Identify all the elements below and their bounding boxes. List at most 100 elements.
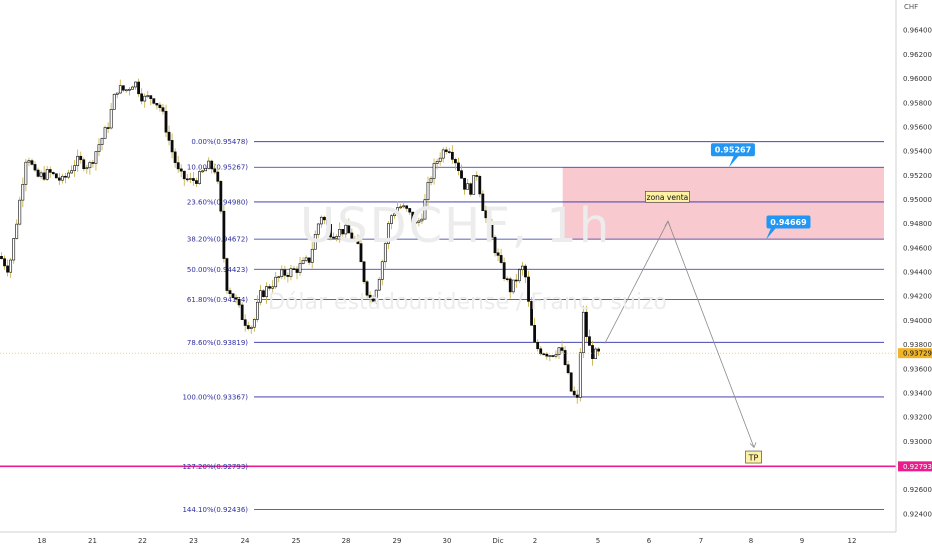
candle-body — [405, 205, 409, 209]
candle-body — [268, 286, 271, 289]
candle-body — [329, 224, 332, 238]
candle-body — [408, 208, 412, 213]
projection-layer[interactable] — [604, 220, 757, 449]
candle-body — [454, 159, 457, 164]
candle-body — [243, 319, 247, 326]
candle-body — [572, 390, 576, 396]
candle-body — [560, 347, 564, 351]
candle-body — [39, 172, 43, 177]
candle-body — [121, 85, 125, 91]
time-axis[interactable]: 18 21 22 23 24 25 28 29 30 Dic 2 5 6 7 8 9 12 — [0, 531, 896, 545]
candle-body — [234, 297, 238, 300]
candle-body — [350, 232, 354, 240]
fibonacci-layer[interactable]: 0.00%(0.95478)10.00%(0.95267)23.60%(0.94… — [0, 138, 896, 514]
candle-body — [158, 104, 162, 108]
price-tick-label: 0.95000 — [903, 196, 932, 204]
candle-body — [566, 364, 570, 374]
candle-body — [581, 311, 585, 354]
arrowhead-down-icon — [749, 442, 757, 449]
candle-body — [484, 210, 488, 219]
candle-body — [490, 223, 494, 238]
candle-body — [252, 319, 256, 328]
candle-body — [118, 85, 122, 94]
candle-body — [319, 216, 323, 225]
candle-body — [131, 86, 134, 90]
fib-level-label: 23.60%(0.94980) — [187, 198, 248, 206]
time-tick-label: 24 — [241, 537, 250, 545]
candle-body — [341, 228, 345, 235]
candle-body — [298, 263, 302, 273]
price-tick-label: 0.95400 — [903, 148, 932, 156]
candle-body — [539, 348, 543, 355]
price-callout-label: 0.95267 — [715, 146, 751, 155]
price-axis[interactable]: 0.96400 0.96200 0.96000 0.95800 0.95600 0.954… — [895, 0, 932, 532]
candle-body — [344, 224, 348, 235]
candle-body — [517, 269, 521, 282]
annotations-layer[interactable]: zona venta TP 0.95267 0.94669 — [0, 143, 896, 464]
candle-body — [380, 261, 384, 280]
fib-level-label: 50.00%(0.94423) — [187, 266, 248, 274]
tp-label: TP — [748, 454, 759, 463]
candle-body — [326, 219, 329, 225]
candle-body — [426, 182, 430, 200]
candle-body — [204, 168, 208, 172]
price-tick-label: 0.94200 — [903, 293, 932, 301]
price-callout-box[interactable] — [710, 143, 755, 157]
candle-body — [554, 354, 558, 357]
price-tick-label: 0.93400 — [903, 389, 932, 397]
candle-body — [283, 269, 287, 276]
candle-body — [36, 169, 40, 177]
currency-label: CHF — [904, 3, 919, 11]
candle-body — [115, 92, 119, 95]
price-tick-label: 0.94800 — [903, 220, 932, 228]
candle-body — [176, 162, 180, 170]
candle-body — [447, 151, 451, 153]
candle-body — [6, 265, 9, 273]
time-tick-label: 29 — [393, 537, 402, 545]
sell-zone[interactable] — [562, 167, 884, 240]
candle-body — [219, 181, 223, 212]
candle-body — [597, 348, 600, 352]
candle-body — [88, 162, 92, 169]
candle-body — [563, 350, 567, 366]
candle-body — [286, 275, 290, 277]
candle-body — [100, 138, 104, 145]
candle-body — [353, 238, 357, 240]
time-tick-label: 21 — [88, 537, 97, 545]
time-tick-label: 30 — [443, 537, 452, 545]
sell-zone-layer — [562, 167, 884, 240]
price-tick-label: 0.94000 — [903, 317, 932, 325]
time-tick-label: Dic — [492, 537, 503, 545]
time-tick-label: 12 — [848, 537, 857, 545]
candle-body — [143, 95, 147, 102]
tp-price-tag[interactable] — [898, 461, 932, 472]
projection-path[interactable] — [604, 220, 755, 448]
candle-body — [450, 151, 454, 160]
candle-body — [149, 95, 153, 99]
tp-label-box[interactable] — [745, 450, 762, 464]
price-callout-box[interactable] — [766, 215, 811, 229]
candle-body — [94, 151, 98, 164]
candle-body — [192, 178, 195, 181]
candle-body — [435, 161, 439, 164]
candle-body — [3, 258, 6, 267]
candle-body — [45, 169, 49, 180]
candle-body — [420, 218, 424, 222]
candle-body — [444, 149, 448, 152]
time-tick-label: 6 — [647, 537, 652, 545]
candle-body — [307, 257, 311, 263]
candle-body — [228, 290, 232, 294]
candle-body — [103, 127, 107, 139]
candle-body — [466, 183, 469, 190]
candle-body — [42, 172, 46, 180]
candle-body — [496, 252, 500, 256]
candle-body — [216, 171, 220, 182]
candle-body — [393, 213, 396, 217]
current-price-tag[interactable] — [898, 348, 932, 359]
candle-body — [487, 217, 491, 225]
price-tick-label: 0.94400 — [903, 269, 932, 277]
candle-body — [536, 341, 540, 350]
candle-body — [164, 110, 168, 133]
candle-body — [371, 297, 375, 303]
